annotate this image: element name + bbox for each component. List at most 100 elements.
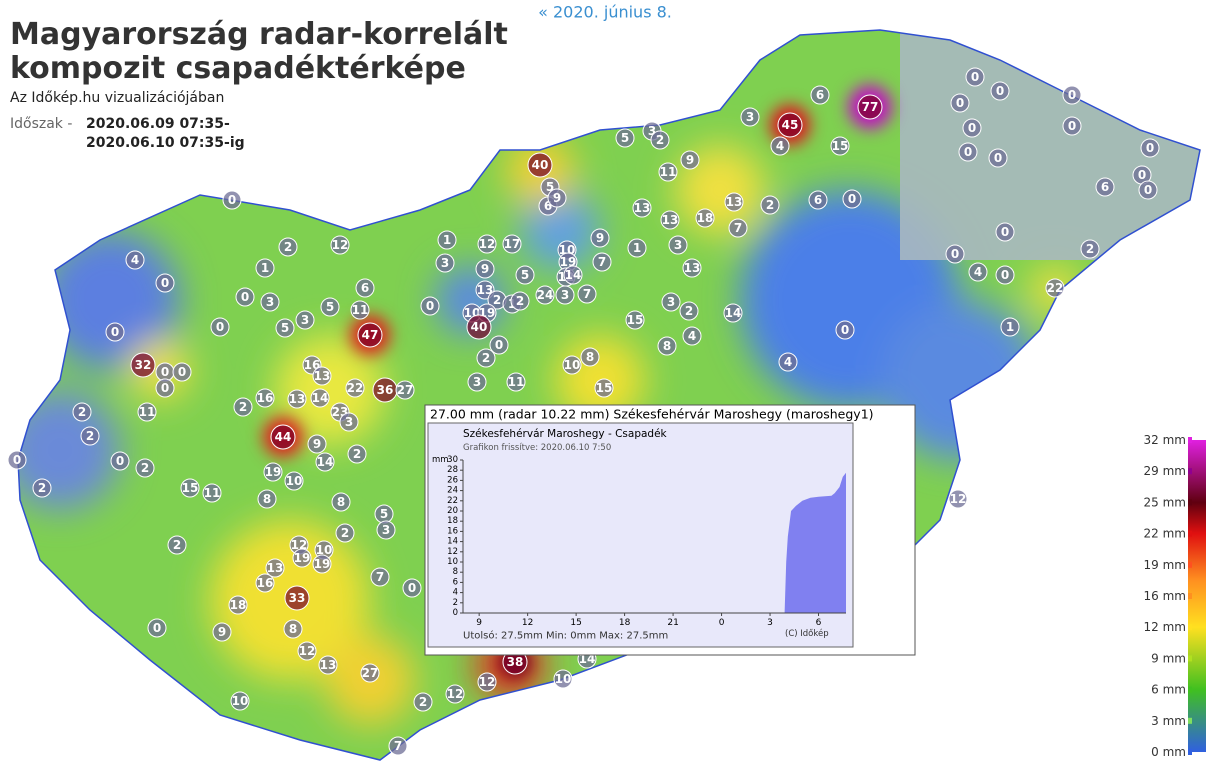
station-value: 3 [301, 313, 309, 327]
y-tick-label: 26 [447, 475, 458, 485]
station-value: 10 [555, 672, 572, 686]
station-value: 1 [1006, 320, 1014, 334]
station-marker [312, 366, 332, 386]
prev-day-link[interactable]: « 2020. június 8. [538, 3, 672, 22]
station-marker [466, 314, 492, 340]
station-marker [445, 684, 465, 704]
station-value: 15 [596, 381, 613, 395]
x-tick-label: 12 [522, 618, 533, 628]
station-value: 2 [685, 304, 693, 318]
station-marker [318, 655, 338, 675]
station-marker [212, 622, 232, 642]
station-marker [680, 150, 700, 170]
station-marker [80, 426, 100, 446]
station-marker [590, 228, 610, 248]
station-value: 0 [951, 247, 959, 261]
station-marker [592, 252, 612, 272]
station-value: 11 [204, 486, 221, 500]
station-marker [167, 535, 187, 555]
station-marker [475, 259, 495, 279]
station-value: 2 [482, 351, 490, 365]
station-value: 13 [477, 283, 494, 297]
station-value: 7 [394, 739, 402, 753]
station-value: 9 [313, 437, 321, 451]
legend-label: 22 mm [1144, 527, 1186, 541]
station-marker [1080, 239, 1100, 259]
station-value: 22 [1047, 281, 1064, 295]
station-marker [283, 619, 303, 639]
legend-label: 29 mm [1144, 464, 1186, 478]
station-marker [72, 402, 92, 422]
station-marker [265, 558, 285, 578]
station-value: 2 [1086, 242, 1094, 256]
station-value: 7 [734, 221, 742, 235]
station-marker [810, 85, 830, 105]
station-marker [155, 378, 175, 398]
station-marker [510, 291, 530, 311]
legend-bar [1188, 440, 1206, 752]
station-marker [413, 692, 433, 712]
station-marker [255, 573, 275, 593]
station-value: 0 [216, 320, 224, 334]
station-marker [155, 273, 175, 293]
station-value: 3 [746, 110, 754, 124]
station-value: 2 [493, 293, 501, 307]
station-marker [360, 663, 380, 683]
station-value: 5 [621, 131, 629, 145]
station-marker [477, 672, 497, 692]
station-value: 3 [561, 288, 569, 302]
station-value: 16 [257, 576, 274, 590]
station-value: 3 [648, 124, 656, 138]
station-value: 9 [596, 231, 604, 245]
station-marker [965, 67, 985, 87]
station-value: 11 [352, 303, 369, 317]
station-value: 5 [326, 300, 334, 314]
station-value: 1 [443, 233, 451, 247]
station-value: 16 [257, 391, 274, 405]
station-value: 7 [598, 255, 606, 269]
station-value: 0 [178, 365, 186, 379]
station-value: 0 [994, 151, 1002, 165]
station-value: 2 [353, 447, 361, 461]
station-marker [202, 483, 222, 503]
station-value: 18 [230, 598, 247, 612]
y-tick-label: 2 [453, 598, 458, 608]
station-value: 11 [139, 405, 156, 419]
station-marker [506, 372, 526, 392]
station-marker [724, 192, 744, 212]
x-tick-label: 3 [767, 618, 773, 628]
station-value: 9 [686, 153, 694, 167]
station-marker [420, 296, 440, 316]
station-value: 9 [481, 262, 489, 276]
station-value: 0 [968, 121, 976, 135]
station-value: 44 [275, 430, 292, 444]
station-marker [339, 412, 359, 432]
station-value: 3 [674, 238, 682, 252]
station-marker [402, 578, 422, 598]
station-marker [682, 258, 702, 278]
station-value: 47 [362, 328, 379, 342]
station-marker [307, 434, 327, 454]
station-marker [284, 585, 310, 611]
station-value: 5 [281, 321, 289, 335]
station-marker [660, 210, 680, 230]
station-marker [625, 310, 645, 330]
station-marker [350, 300, 370, 320]
station-marker [255, 388, 275, 408]
station-marker [1140, 138, 1160, 158]
station-value: 13 [289, 392, 306, 406]
legend-swatch [1188, 499, 1192, 506]
x-tick-label: 21 [667, 618, 678, 628]
station-value: 0 [241, 290, 249, 304]
station-marker [502, 234, 522, 254]
station-marker [370, 567, 390, 587]
station-marker [335, 523, 355, 543]
station-value: 24 [537, 288, 554, 302]
station-value: 4 [776, 139, 784, 153]
station-marker [615, 128, 635, 148]
station-marker [388, 736, 408, 756]
station-marker [1045, 278, 1065, 298]
station-marker [553, 669, 573, 689]
